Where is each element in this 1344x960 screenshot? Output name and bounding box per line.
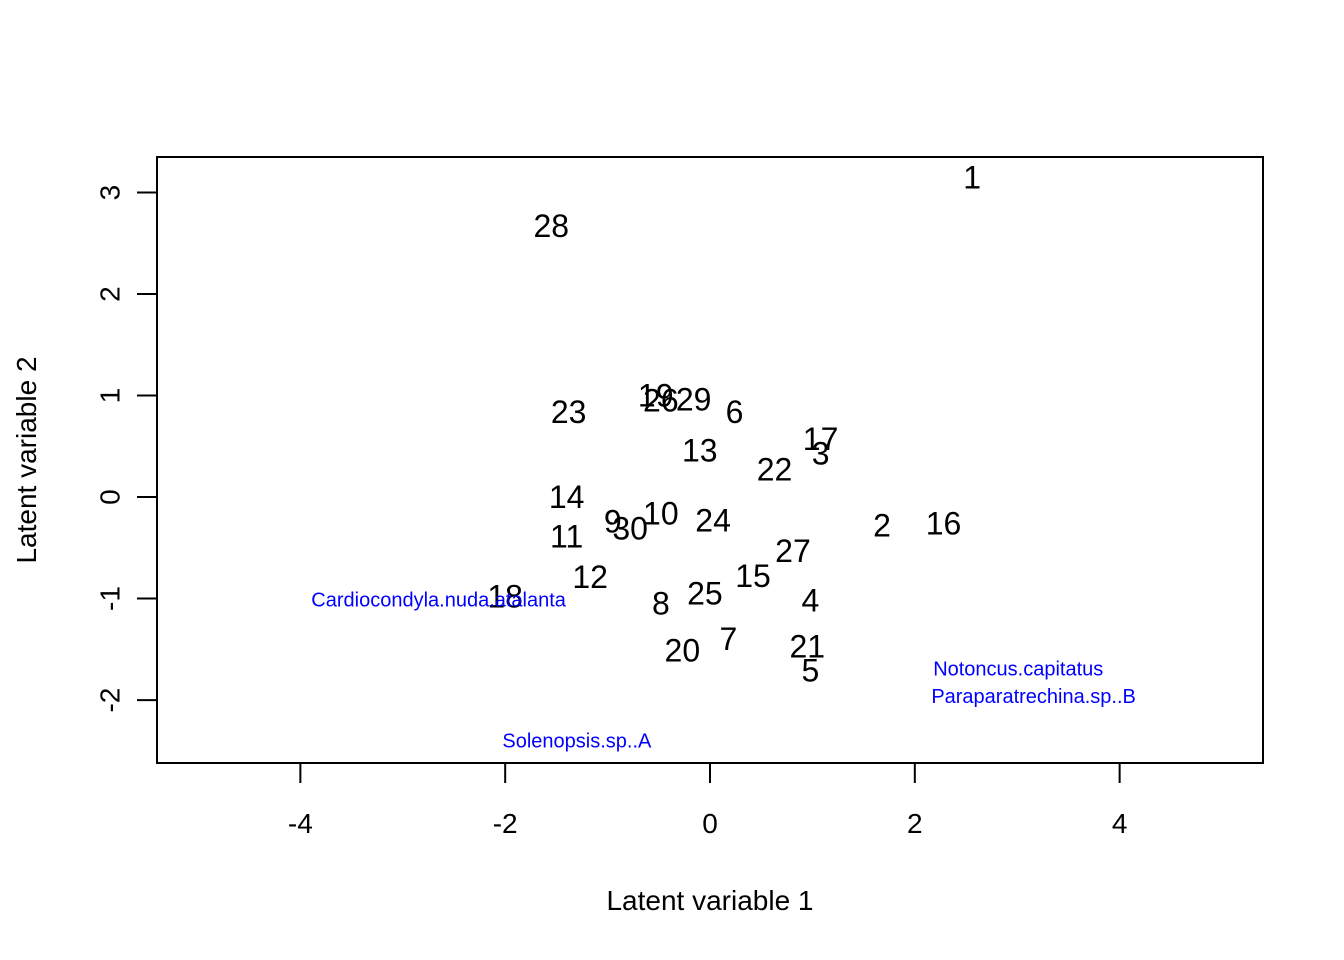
species-label: Solenopsis.sp..A <box>502 731 652 753</box>
x-tick-label: 4 <box>1112 808 1128 839</box>
site-label: 7 <box>720 621 738 657</box>
y-tick-label: 3 <box>95 185 126 201</box>
site-label: 13 <box>682 432 718 468</box>
site-label: 22 <box>757 452 793 488</box>
site-label: 3 <box>812 435 830 471</box>
site-label: 8 <box>652 586 670 622</box>
site-label: 26 <box>643 383 679 419</box>
site-label: 15 <box>735 558 771 594</box>
species-label: Paraparatrechina.sp..B <box>931 686 1136 708</box>
site-label: 27 <box>775 533 811 569</box>
x-tick-label: -4 <box>288 808 313 839</box>
site-label: 28 <box>533 208 569 244</box>
site-label: 18 <box>487 579 523 615</box>
x-axis-title: Latent variable 1 <box>606 885 813 916</box>
site-label: 19 <box>638 378 674 414</box>
species-labels: Cardiocondyla.nuda.atalanta Notoncus.capi… <box>311 590 1136 753</box>
site-label: 2 <box>873 507 891 543</box>
y-axis-title: Latent variable 2 <box>11 356 42 563</box>
y-tick-label: -1 <box>95 586 126 611</box>
site-label: 25 <box>687 575 723 611</box>
x-tick-label: 2 <box>907 808 923 839</box>
site-label: 17 <box>803 421 839 457</box>
site-label: 21 <box>789 628 825 664</box>
site-label: 6 <box>726 394 744 430</box>
y-tick-label: 2 <box>95 286 126 302</box>
site-label: 14 <box>549 479 585 515</box>
x-tick-label: -2 <box>493 808 518 839</box>
x-axis: -4 -2 0 2 4 <box>288 762 1128 839</box>
species-label: Cardiocondyla.nuda.atalanta <box>311 590 567 612</box>
site-label: 20 <box>665 632 701 668</box>
y-tick-label: 0 <box>95 489 126 505</box>
site-label: 30 <box>612 511 648 547</box>
site-label: 4 <box>801 583 819 619</box>
site-label: 23 <box>551 394 587 430</box>
x-tick-label: 0 <box>702 808 718 839</box>
site-label: 12 <box>572 559 608 595</box>
y-tick-label: -2 <box>95 688 126 713</box>
site-label: 10 <box>643 495 679 531</box>
site-label: 5 <box>801 653 819 689</box>
site-label: 11 <box>550 519 583 555</box>
y-axis: -2 -1 0 1 2 3 <box>95 185 158 713</box>
y-tick-label: 1 <box>95 388 126 404</box>
site-label: 9 <box>604 503 622 539</box>
site-label: 16 <box>926 505 962 541</box>
site-label: 29 <box>676 382 712 418</box>
site-label: 1 <box>963 159 981 195</box>
site-label: 24 <box>695 502 731 538</box>
species-label: Notoncus.capitatus <box>933 659 1103 681</box>
